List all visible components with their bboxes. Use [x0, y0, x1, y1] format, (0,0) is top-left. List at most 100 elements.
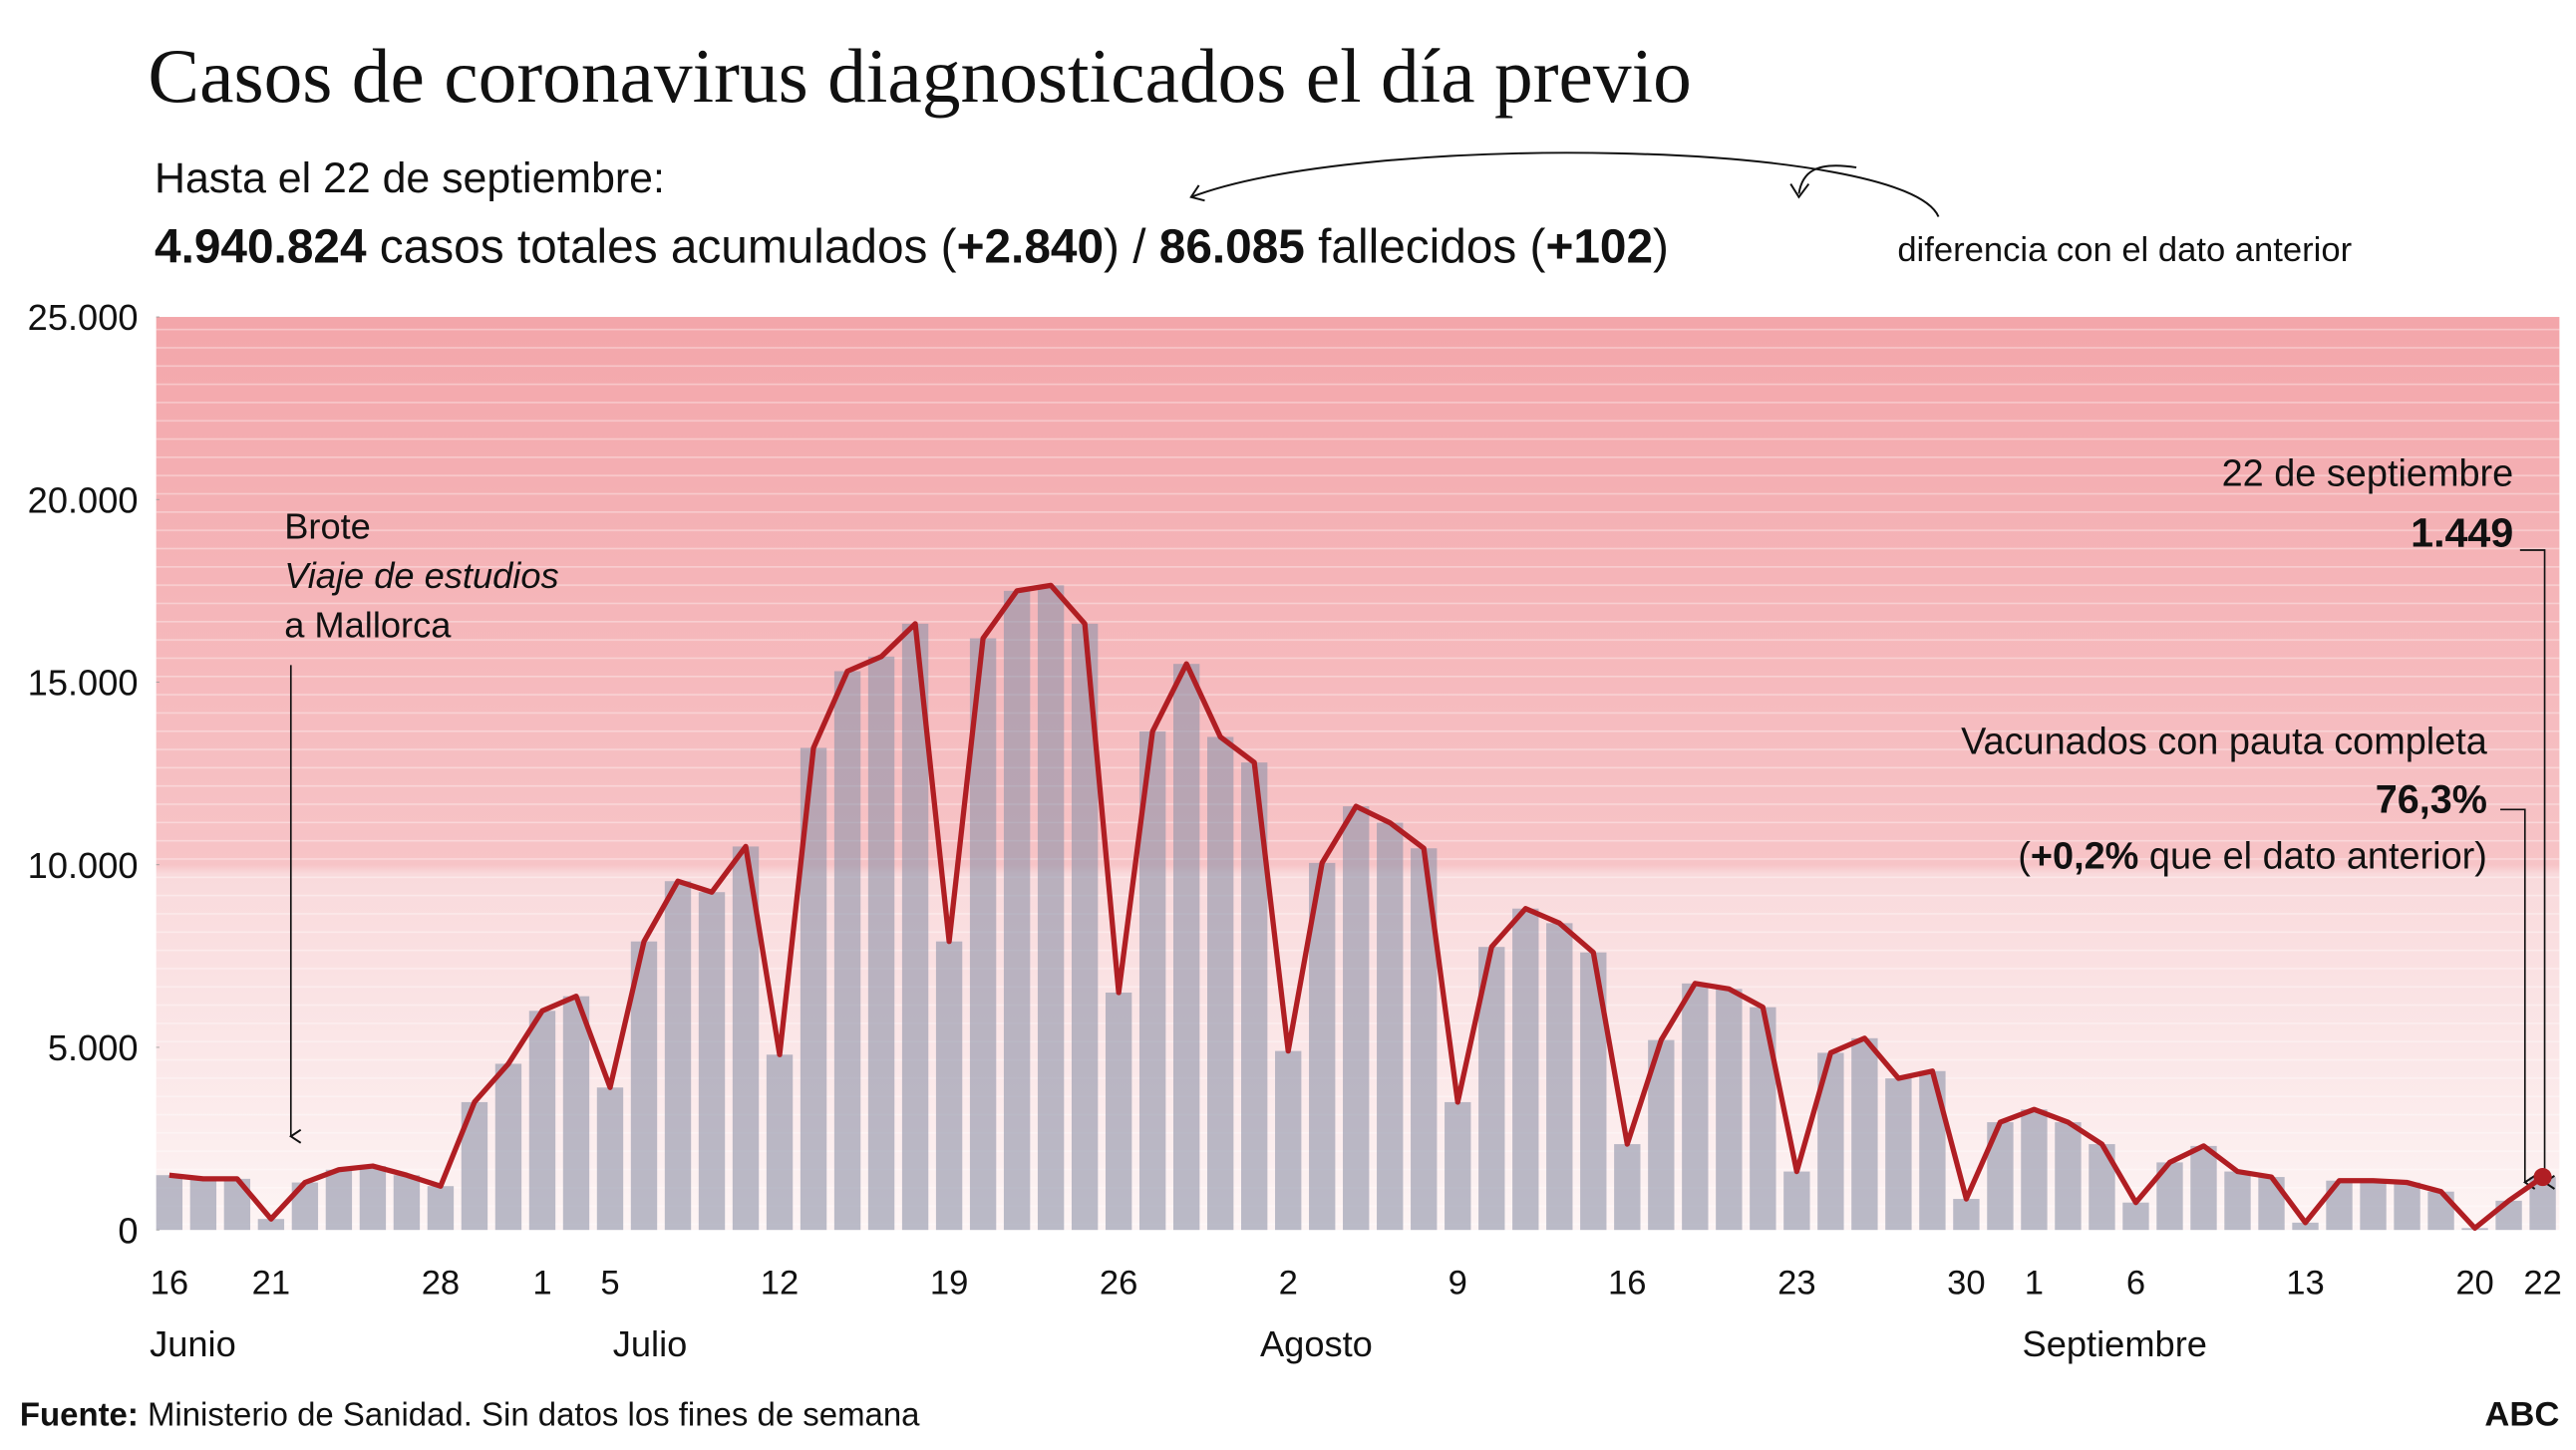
- x-tick-label: 16: [1608, 1264, 1646, 1302]
- bar: [2258, 1177, 2285, 1231]
- month-label: Septiembre: [2023, 1323, 2207, 1364]
- source-text: Ministerio de Sanidad. Sin datos los fin…: [139, 1395, 920, 1432]
- source-label: Fuente:: [20, 1395, 139, 1432]
- bar: [2292, 1222, 2319, 1231]
- last-label: 22 de septiembre: [2222, 453, 2514, 495]
- bar: [1919, 1070, 1946, 1231]
- y-tick-label: 20.000: [28, 479, 139, 520]
- bar: [393, 1175, 421, 1231]
- stats-part: fallecidos (: [1305, 221, 1546, 274]
- y-tick-label: 0: [118, 1210, 138, 1251]
- x-tick-label: 22: [2523, 1264, 2561, 1302]
- note-arrow-head: [1789, 182, 1810, 199]
- vaccine-change-value: +0,2%: [2031, 836, 2138, 878]
- y-tick-label: 10.000: [28, 845, 139, 886]
- stats-note: diferencia con el dato anterior: [1897, 231, 2352, 269]
- line: [168, 582, 2545, 1232]
- bar: [2360, 1180, 2387, 1231]
- y-tick-label: 5.000: [48, 1027, 139, 1068]
- x-tick-label: 13: [2286, 1264, 2324, 1302]
- x-tick-label: 23: [1777, 1264, 1815, 1302]
- x-tick-label: 19: [930, 1264, 968, 1302]
- last-arrow: [2519, 549, 2545, 1182]
- bar: [1546, 923, 1573, 1231]
- bar: [494, 1063, 522, 1231]
- bar: [833, 671, 861, 1231]
- vaccine-title: Vacunados con pauta completa: [1961, 721, 2488, 762]
- bar: [867, 656, 895, 1231]
- bar: [528, 1011, 556, 1231]
- bar: [1682, 983, 1709, 1231]
- bar: [1614, 1144, 1641, 1231]
- x-tick-label: 9: [1449, 1264, 1467, 1302]
- bar: [1783, 1171, 1810, 1231]
- bar: [1953, 1199, 1980, 1231]
- bar: [1037, 585, 1065, 1231]
- x-tick-label: 30: [1947, 1264, 1985, 1302]
- bar: [1377, 822, 1404, 1231]
- month-label: Julio: [613, 1323, 688, 1364]
- bar: [1851, 1037, 1878, 1231]
- bar: [359, 1166, 387, 1231]
- bar: [2394, 1182, 2420, 1231]
- month-label: Junio: [150, 1323, 236, 1364]
- x-tick-label: 26: [1100, 1264, 1137, 1302]
- stats-part: casos totales acumulados (: [367, 221, 957, 274]
- bar: [596, 1087, 624, 1231]
- value-label: 1.449: [2411, 510, 2513, 556]
- bar: [2021, 1109, 2048, 1231]
- grid: [156, 316, 160, 1231]
- x-tick-label: 20: [2455, 1264, 2493, 1302]
- chart-title: Casos de coronavirus diagnosticados el d…: [148, 33, 1691, 119]
- bar: [562, 996, 590, 1231]
- stats-part: ): [1653, 221, 1669, 274]
- vaccine-rest: que el dato anterior): [2138, 836, 2487, 878]
- bar: [325, 1169, 353, 1231]
- source: Fuente: Ministerio de Sanidad. Sin datos…: [20, 1395, 920, 1432]
- y-tick-label: 15.000: [28, 663, 139, 704]
- bar: [2427, 1191, 2454, 1231]
- note-arrow-branch: [1797, 164, 1857, 194]
- y-tick-label: 25.000: [28, 297, 139, 338]
- stats-part: 86.085: [1159, 221, 1305, 274]
- bar: [2055, 1122, 2082, 1231]
- stats-part: +2.840: [957, 221, 1104, 274]
- x-tick-label: 6: [2126, 1264, 2145, 1302]
- outbreak-label: a Mallorca: [284, 604, 452, 645]
- bars: [156, 585, 2556, 1231]
- stats-line: 4.940.824 casos totales acumulados (+2.8…: [155, 221, 1669, 274]
- bar: [2122, 1202, 2149, 1231]
- bar: [2190, 1145, 2217, 1231]
- outbreak-label: Viaje de estudios: [284, 555, 558, 596]
- stats-part: ) /: [1104, 221, 1159, 274]
- vaccine-value: 76,3%: [2376, 778, 2487, 822]
- x-tick-label: 2: [1279, 1264, 1298, 1302]
- vaccine-change: (+0,2% que el dato anterior): [2018, 836, 2487, 878]
- bar: [1206, 736, 1234, 1231]
- month-label: Agosto: [1260, 1323, 1373, 1364]
- bar: [1105, 992, 1132, 1231]
- last-point: [2533, 1168, 2552, 1187]
- bar: [257, 1219, 285, 1231]
- bar: [698, 892, 726, 1231]
- bar: [766, 1054, 794, 1231]
- bar: [1003, 590, 1031, 1231]
- bar: [1716, 989, 1743, 1231]
- x-tick-label: 16: [151, 1264, 188, 1302]
- x-tick-label: 1: [532, 1264, 551, 1302]
- bar: [189, 1178, 217, 1231]
- note-arrow: [1189, 151, 1940, 217]
- bar: [1275, 1050, 1302, 1231]
- x-tick-label: 21: [252, 1264, 290, 1302]
- vaccine-arrow: [2500, 808, 2525, 1182]
- bar: [427, 1186, 455, 1231]
- stats-part: 4.940.824: [155, 221, 367, 274]
- bar: [1343, 806, 1370, 1231]
- vaccine-open: (: [2018, 836, 2031, 878]
- bar: [1445, 1101, 1471, 1231]
- brand: ABC: [2484, 1395, 2559, 1433]
- x-tick-label: 5: [600, 1264, 619, 1302]
